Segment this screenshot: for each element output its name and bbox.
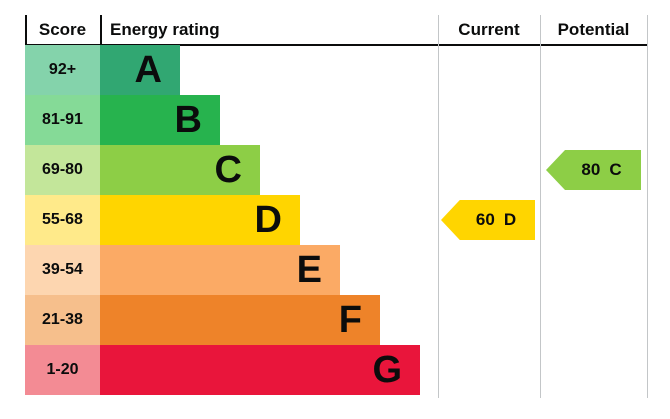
score-column-header: Score	[38, 20, 87, 39]
band-score-C: 69-80	[25, 145, 100, 195]
band-score-B: 81-91	[25, 95, 100, 145]
column-divider-potential-left	[540, 15, 541, 398]
current-column-header: Current	[458, 20, 520, 39]
band-bar-B: B	[100, 95, 220, 145]
energy-rating-column-header: Energy rating	[110, 20, 220, 39]
header-divider-score	[100, 15, 102, 45]
header-underline	[25, 44, 648, 46]
band-bar-E: E	[100, 245, 340, 295]
band-score-F: 21-38	[25, 295, 100, 345]
band-score-E: 39-54	[25, 245, 100, 295]
current-rating-arrow: 60 D	[441, 200, 535, 240]
band-score-A: 92+	[25, 45, 100, 95]
band-row-D: 55-68 D	[0, 195, 670, 245]
column-divider-current-left	[438, 15, 439, 398]
band-row-E: 39-54 E	[0, 245, 670, 295]
band-row-F: 21-38 F	[0, 295, 670, 345]
band-row-B: 81-91 B	[0, 95, 670, 145]
potential-column-header: Potential	[557, 20, 630, 39]
band-bar-D: D	[100, 195, 300, 245]
band-score-D: 55-68	[25, 195, 100, 245]
band-bar-G: G	[100, 345, 420, 395]
band-row-A: 92+ A	[0, 45, 670, 95]
band-row-C: 69-80 C	[0, 145, 670, 195]
band-bar-C: C	[100, 145, 260, 195]
band-bar-A: A	[100, 45, 180, 95]
band-bar-F: F	[100, 295, 380, 345]
current-rating-value: 60	[475, 210, 495, 229]
band-row-G: 1-20 G	[0, 345, 670, 395]
column-divider-right	[647, 15, 648, 398]
potential-rating-value: 80	[581, 160, 601, 179]
band-score-G: 1-20	[25, 345, 100, 395]
header-divider-left	[25, 15, 27, 45]
potential-rating-arrow: 80 C	[546, 150, 641, 190]
potential-rating-letter: C	[609, 160, 622, 179]
current-rating-letter: D	[503, 210, 517, 229]
